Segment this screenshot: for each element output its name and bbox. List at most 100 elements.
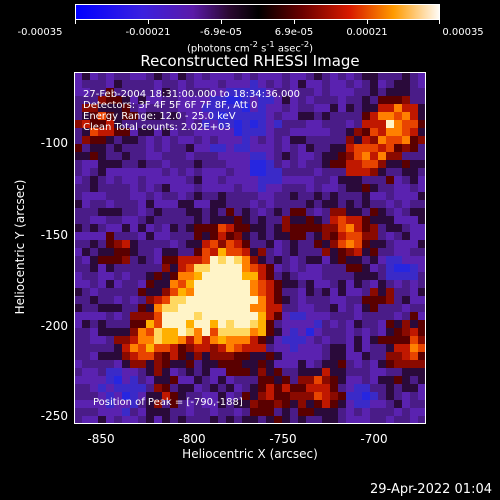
image-pixel: [242, 240, 250, 248]
image-pixel: [346, 248, 354, 256]
image-pixel: [298, 248, 306, 256]
image-pixel: [330, 272, 338, 280]
image-pixel: [258, 112, 266, 120]
image-pixel: [290, 312, 298, 320]
image-pixel: [234, 144, 242, 152]
image-pixel: [418, 72, 426, 80]
image-pixel: [154, 96, 162, 104]
image-pixel: [322, 144, 330, 152]
image-pixel: [290, 152, 298, 160]
image-pixel: [418, 80, 426, 88]
image-pixel: [346, 264, 354, 272]
image-pixel: [178, 144, 186, 152]
image-pixel: [314, 392, 322, 400]
image-pixel: [258, 352, 266, 360]
image-pixel: [138, 152, 146, 160]
image-pixel: [306, 104, 314, 112]
image-pixel: [274, 400, 282, 408]
image-pixel: [122, 224, 130, 232]
image-pixel: [362, 224, 370, 232]
image-pixel: [154, 344, 162, 352]
image-pixel: [338, 408, 346, 416]
image-pixel: [202, 360, 210, 368]
image-pixel: [170, 264, 178, 272]
image-pixel: [410, 168, 418, 176]
image-pixel: [354, 216, 362, 224]
image-pixel: [242, 216, 250, 224]
image-pixel: [98, 328, 106, 336]
image-pixel: [338, 296, 346, 304]
image-pixel: [362, 376, 370, 384]
image-pixel: [138, 144, 146, 152]
image-pixel: [218, 368, 226, 376]
image-pixel: [266, 80, 274, 88]
image-pixel: [82, 408, 90, 416]
image-pixel: [322, 112, 330, 120]
image-pixel: [130, 408, 138, 416]
image-pixel: [418, 392, 426, 400]
image-pixel: [218, 384, 226, 392]
image-pixel: [258, 392, 266, 400]
image-pixel: [322, 352, 330, 360]
image-pixel: [242, 400, 250, 408]
image-pixel: [178, 384, 186, 392]
image-pixel: [346, 176, 354, 184]
image-pixel: [410, 376, 418, 384]
image-pixel: [114, 256, 122, 264]
image-pixel: [154, 256, 162, 264]
image-pixel: [98, 176, 106, 184]
image-pixel: [242, 152, 250, 160]
image-pixel: [162, 280, 170, 288]
image-pixel: [234, 408, 242, 416]
image-pixel: [138, 96, 146, 104]
image-pixel: [370, 192, 378, 200]
image-pixel: [122, 312, 130, 320]
image-pixel: [338, 96, 346, 104]
image-pixel: [394, 208, 402, 216]
image-pixel: [154, 416, 162, 424]
image-pixel: [74, 104, 82, 112]
colorbar-tick-mark: [439, 20, 440, 24]
image-pixel: [402, 320, 410, 328]
image-pixel: [218, 352, 226, 360]
image-pixel: [274, 384, 282, 392]
image-pixel: [362, 168, 370, 176]
image-pixel: [306, 256, 314, 264]
image-pixel: [290, 256, 298, 264]
image-pixel: [394, 168, 402, 176]
overlay-peak-position: Position of Peak = [-790,-188]: [93, 397, 243, 408]
image-pixel: [258, 216, 266, 224]
image-pixel: [298, 160, 306, 168]
image-pixel: [218, 312, 226, 320]
image-pixel: [410, 416, 418, 424]
image-pixel: [186, 176, 194, 184]
image-pixel: [386, 192, 394, 200]
image-pixel: [362, 296, 370, 304]
image-pixel: [258, 344, 266, 352]
image-pixel: [346, 344, 354, 352]
image-pixel: [322, 304, 330, 312]
image-pixel: [106, 320, 114, 328]
image-pixel: [114, 232, 122, 240]
image-pixel: [346, 272, 354, 280]
image-pixel: [250, 248, 258, 256]
image-pixel: [170, 184, 178, 192]
image-pixel: [234, 200, 242, 208]
image-pixel: [322, 328, 330, 336]
image-pixel: [234, 400, 242, 408]
image-pixel: [418, 104, 426, 112]
image-pixel: [290, 232, 298, 240]
image-pixel: [122, 152, 130, 160]
image-pixel: [410, 72, 418, 80]
image-pixel: [274, 104, 282, 112]
image-pixel: [362, 104, 370, 112]
image-pixel: [258, 280, 266, 288]
image-pixel: [186, 240, 194, 248]
image-pixel: [114, 312, 122, 320]
image-pixel: [210, 80, 218, 88]
image-pixel: [338, 280, 346, 288]
image-pixel: [266, 360, 274, 368]
image-pixel: [130, 144, 138, 152]
image-pixel: [266, 136, 274, 144]
image-pixel: [338, 152, 346, 160]
